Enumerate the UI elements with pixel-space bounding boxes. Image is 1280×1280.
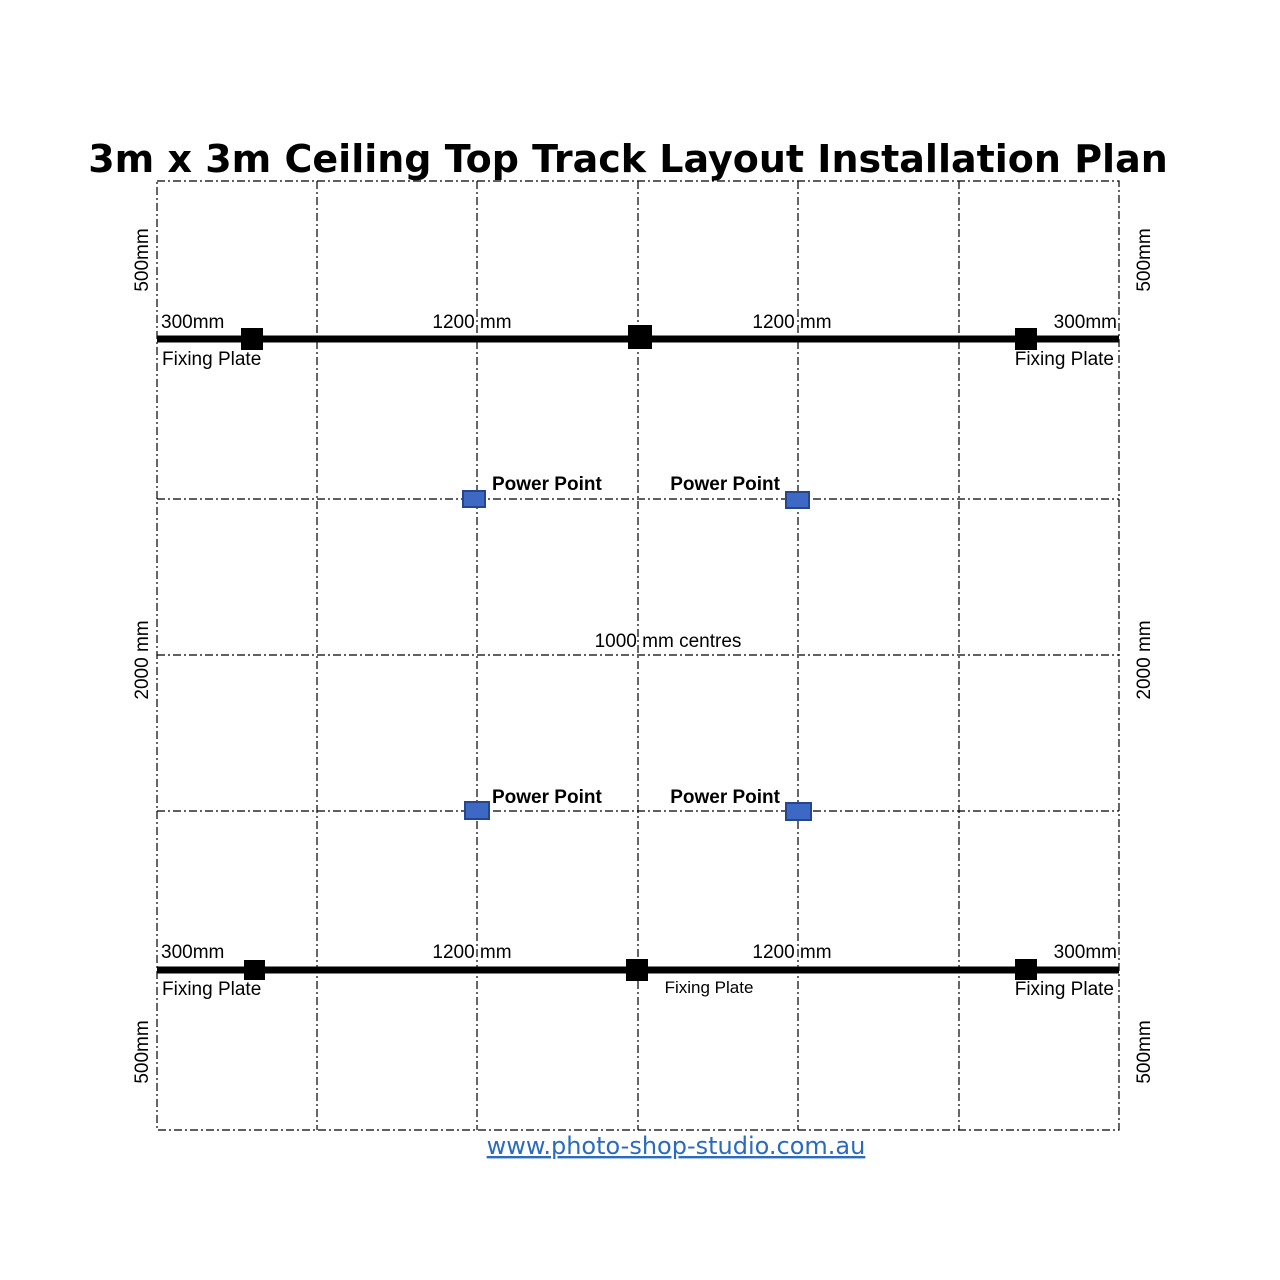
fixing-plate [1015, 959, 1037, 980]
power-point-icon [462, 490, 486, 508]
bottom-right-plate-label: Fixing Plate [1015, 979, 1114, 1000]
power-point-label: Power Point [670, 474, 780, 495]
top-span-left-label: 1200 mm [432, 312, 511, 333]
top-left-plate-label: Fixing Plate [162, 349, 261, 370]
top-right-plate-label: Fixing Plate [1015, 349, 1114, 370]
side-dimensions: 500mm 500mm 2000 mm 2000 mm 500mm 500mm [132, 228, 1155, 1083]
bottom-span-right-label: 1200 mm [752, 942, 831, 963]
diagram-title: 3m x 3m Ceiling Top Track Layout Install… [88, 137, 1168, 181]
bottom-left-plate-label: Fixing Plate [162, 979, 261, 1000]
fixing-plate [628, 325, 652, 349]
top-left-offset-label: 300mm [161, 312, 224, 333]
top-right-offset-label: 300mm [1054, 312, 1117, 333]
footer-website-link[interactable]: www.photo-shop-studio.com.au [487, 1132, 866, 1160]
dimension-top-right: 500mm [1134, 228, 1155, 291]
fixing-plate [626, 959, 648, 981]
power-point-label: Power Point [670, 787, 780, 808]
bottom-track: 300mm 1200 mm 1200 mm 300mm Fixing Plate… [157, 942, 1119, 1000]
bottom-right-offset-label: 300mm [1054, 942, 1117, 963]
dimension-bottom-right: 500mm [1134, 1020, 1155, 1083]
dimension-top-left: 500mm [132, 228, 153, 291]
power-point-icon [785, 802, 812, 821]
power-point-label: Power Point [492, 787, 602, 808]
dimension-middle-left: 2000 mm [132, 620, 153, 699]
grid [156, 180, 1120, 1131]
power-point-label: Power Point [492, 474, 602, 495]
top-span-right-label: 1200 mm [752, 312, 831, 333]
power-points: Power Point Power Point Power Point Powe… [462, 474, 812, 821]
fixing-plate [241, 328, 263, 350]
power-point-icon [464, 801, 490, 820]
fixing-plate [244, 960, 265, 980]
bottom-left-offset-label: 300mm [161, 942, 224, 963]
centres-label: 1000 mm centres [595, 631, 742, 652]
power-point-icon [785, 491, 810, 509]
dimension-bottom-left: 500mm [132, 1020, 153, 1083]
bottom-span-left-label: 1200 mm [432, 942, 511, 963]
top-track: 300mm 1200 mm 1200 mm 300mm Fixing Plate… [157, 312, 1119, 370]
bottom-center-plate-label: Fixing Plate [665, 978, 754, 997]
fixing-plate [1015, 328, 1037, 350]
dimension-middle-right: 2000 mm [1134, 620, 1155, 699]
